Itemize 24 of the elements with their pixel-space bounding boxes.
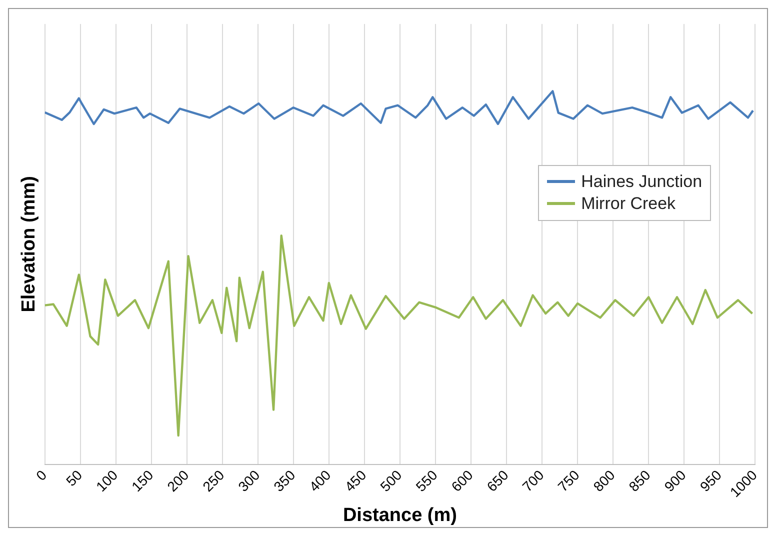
x-tick-label: 0	[32, 466, 50, 484]
x-tick-label: 100	[92, 466, 121, 495]
x-tick-label: 250	[199, 466, 228, 495]
x-tick-label: 350	[270, 466, 298, 495]
x-tick-label: 300	[234, 466, 263, 495]
x-tick-label: 750	[554, 466, 583, 495]
x-tick-label: 950	[696, 466, 725, 495]
x-tick-label: 450	[341, 466, 370, 495]
x-tick-label: 550	[412, 466, 440, 495]
x-tick-label: 150	[128, 466, 156, 495]
x-tick-label: 900	[661, 466, 690, 495]
x-tick-label: 850	[626, 466, 654, 495]
x-tick-label: 600	[448, 466, 476, 495]
x-tick-label: 650	[484, 466, 512, 495]
x-tick-label: 50	[62, 466, 86, 490]
x-tick-label: 800	[590, 466, 618, 495]
legend-label: Haines Junction	[581, 172, 702, 192]
y-axis-title: Elevation (mm)	[18, 176, 40, 312]
legend-label: Mirror Creek	[581, 194, 676, 214]
x-tick-label: 400	[306, 466, 334, 495]
x-tick-label: 700	[519, 466, 548, 495]
x-tick-label: 200	[164, 466, 192, 495]
x-tick-label: 500	[376, 466, 405, 495]
x-axis-title: Distance (m)	[342, 504, 457, 526]
